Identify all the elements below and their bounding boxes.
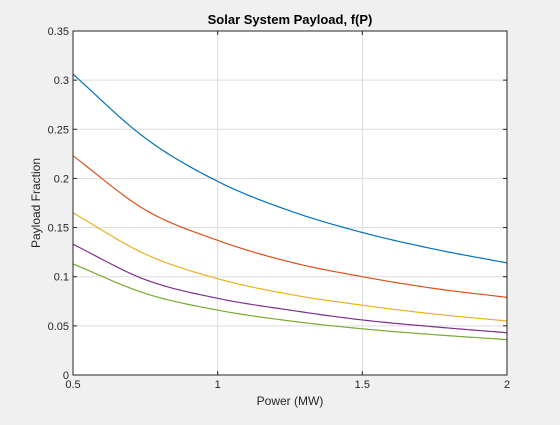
series-line-1 xyxy=(72,73,508,264)
series-line-5 xyxy=(72,263,508,341)
y-tick-label: 0.05 xyxy=(48,321,69,333)
plot-area xyxy=(73,31,507,375)
x-tick-label: 1.5 xyxy=(355,379,370,391)
y-axis-label: Payload Fraction xyxy=(29,158,43,248)
y-tick-label: 0.2 xyxy=(54,173,69,185)
y-tick-label: 0.15 xyxy=(48,223,69,235)
x-axis-label: Power (MW) xyxy=(257,394,324,408)
ticks: 0.5 1 1.5 2 0 0.05 0.1 0.15 0.2 0.25 0.3 0.35 xyxy=(48,26,510,391)
series-group xyxy=(72,73,508,341)
axes-box xyxy=(72,30,508,376)
chart-title: Solar System Payload, f(P) xyxy=(208,12,373,27)
x-tick-label: 2 xyxy=(504,379,510,391)
x-tick-label: 1 xyxy=(215,379,221,391)
y-tick-label: 0.1 xyxy=(54,272,69,284)
y-tick-label: 0.35 xyxy=(48,26,69,38)
x-tick-label: 0.5 xyxy=(65,379,80,391)
y-tick-label: 0.25 xyxy=(48,124,69,136)
y-tick-label: 0.3 xyxy=(54,75,69,87)
y-tick-label: 0 xyxy=(63,370,69,382)
series-line-4 xyxy=(72,243,508,334)
series-line-3 xyxy=(72,212,508,322)
series-line-2 xyxy=(72,155,508,298)
